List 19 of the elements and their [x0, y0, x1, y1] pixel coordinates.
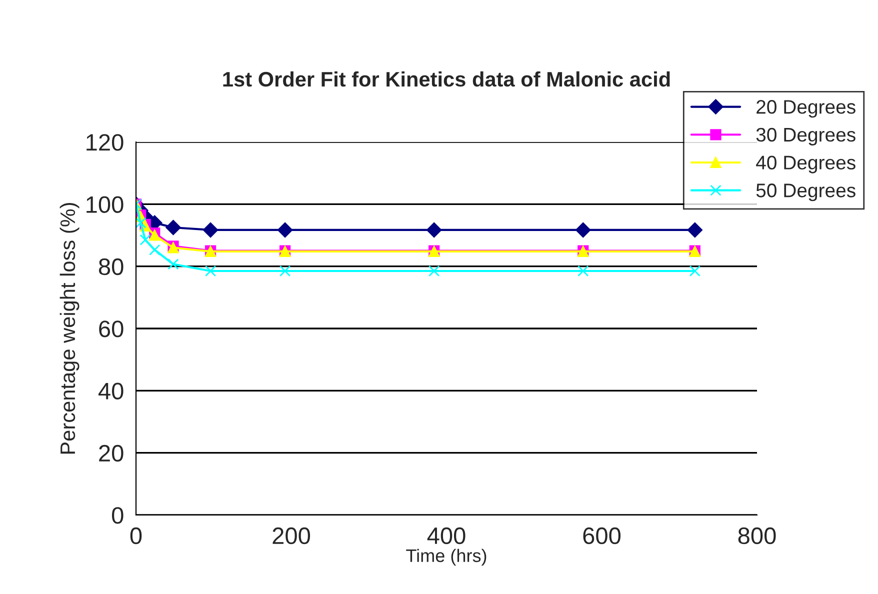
y-tick-label: 120 — [86, 134, 124, 151]
x-axis-title: Time (hrs) — [406, 548, 486, 566]
legend-label: 40 Degrees — [756, 156, 856, 174]
x-tick-label: 800 — [738, 527, 776, 544]
x-tick-label: 600 — [583, 527, 621, 544]
y-tick-label: 100 — [86, 196, 124, 213]
y-tick-label: 20 — [99, 444, 124, 462]
x-tick-label: 400 — [427, 527, 466, 544]
y-tick-label: 80 — [98, 258, 124, 276]
legend-label: 50 Degrees — [756, 184, 856, 202]
x-tick-label: 0 — [130, 527, 142, 544]
chart-title: 1st Order Fit for Kinetics data of Malonic acid — [223, 71, 670, 87]
legend-label: 30 Degrees — [756, 128, 856, 146]
y-tick-label: 60 — [99, 320, 124, 338]
y-tick-label: 40 — [98, 382, 124, 400]
y-tick-label: 0 — [112, 507, 124, 524]
y-axis-title: Percentage weight loss (%) — [60, 202, 80, 454]
x-tick-label: 200 — [272, 527, 310, 544]
legend-label: 20 Degrees — [756, 100, 856, 118]
